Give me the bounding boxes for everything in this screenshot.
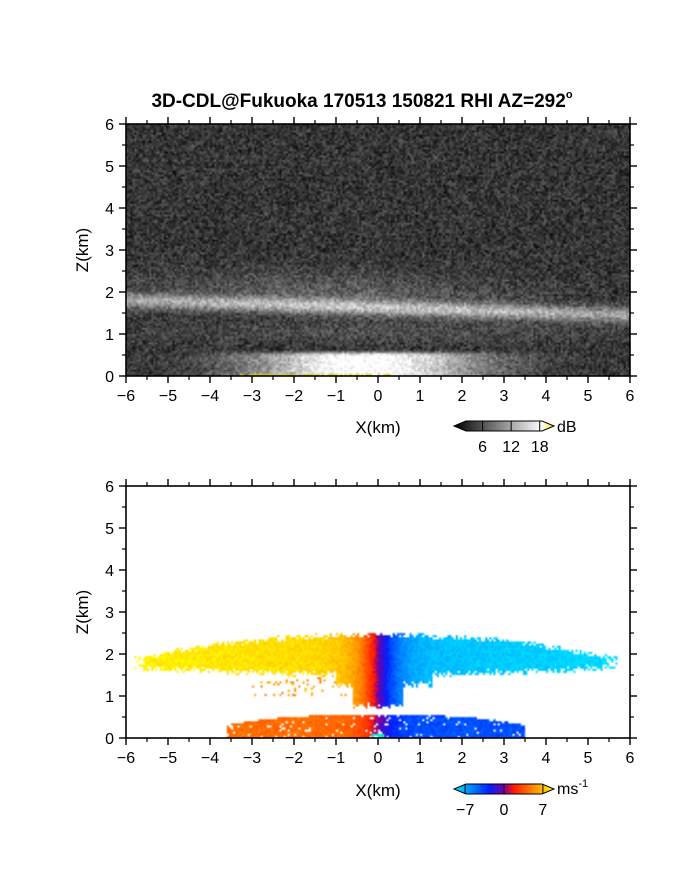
chart-title: 3D-CDL@Fukuoka 170513 150821 RHI AZ=292o [151, 89, 572, 112]
x-tick-label: 1 [416, 750, 425, 767]
y-tick-label: 1 [105, 689, 114, 706]
y-tick-label: 6 [105, 117, 114, 134]
axes-ticks: −6 −5 −4 −3 −2 −1 0 1 2 3 4 5 6 0 1 2 3 4 5 6 [105, 117, 637, 405]
velocity-heatmap [126, 486, 630, 738]
y-axis-label: Z(km) [73, 590, 92, 634]
y-tick-label: 5 [105, 159, 114, 176]
reflectivity-colorbar: 6 12 18 dB [452, 419, 577, 456]
x-tick-label: −1 [327, 750, 345, 767]
title-degree-sign: o [566, 89, 573, 101]
x-tick-label: 4 [542, 388, 551, 405]
x-tick-label: −1 [327, 388, 345, 405]
colorbar-unit: ms-1 [557, 778, 588, 798]
x-tick-label: −4 [201, 750, 219, 767]
colorbar-tick-label: 0 [500, 802, 509, 819]
velocity-panel: −6 −5 −4 −3 −2 −1 0 1 2 3 4 5 6 0 1 2 3 4 5 6 Z(km) X(km) −… [73, 479, 637, 819]
x-tick-label: 2 [458, 750, 467, 767]
axes-ticks: −6 −5 −4 −3 −2 −1 0 1 2 3 4 5 6 0 1 2 3 4 5 6 [105, 479, 637, 767]
x-tick-label: 0 [374, 388, 383, 405]
colorbar-ticks: −7 0 7 [456, 784, 547, 819]
x-axis-label: X(km) [355, 418, 400, 437]
x-tick-label: 3 [500, 750, 509, 767]
x-tick-label: 4 [542, 750, 551, 767]
x-tick-label: 5 [584, 388, 593, 405]
x-tick-label: 2 [458, 388, 467, 405]
y-tick-label: 2 [105, 647, 114, 664]
x-tick-label: 0 [374, 750, 383, 767]
x-tick-label: −6 [117, 388, 135, 405]
colorbar-gradient [452, 420, 556, 432]
x-axis-label: X(km) [355, 781, 400, 800]
colorbar-tick-label: 7 [538, 802, 547, 819]
y-axis-label: Z(km) [73, 228, 92, 272]
colorbar-ticks: 6 12 18 [478, 421, 549, 456]
y-tick-label: 4 [105, 563, 114, 580]
y-tick-label: 0 [105, 731, 114, 748]
reflectivity-heatmap [126, 124, 630, 376]
y-tick-label: 3 [105, 605, 114, 622]
colorbar-tick-label: 18 [531, 439, 549, 456]
x-tick-label: −5 [159, 750, 177, 767]
colorbar-tick-label: 12 [502, 439, 520, 456]
colorbar-tick-label: 6 [478, 439, 487, 456]
x-tick-label: −2 [285, 388, 303, 405]
y-tick-label: 0 [105, 369, 114, 386]
x-tick-label: −3 [243, 388, 261, 405]
y-tick-label: 6 [105, 479, 114, 496]
colorbar-unit: dB [557, 419, 577, 436]
x-tick-label: 3 [500, 388, 509, 405]
y-tick-label: 4 [105, 201, 114, 218]
x-tick-label: 1 [416, 388, 425, 405]
y-tick-label: 1 [105, 327, 114, 344]
y-tick-label: 5 [105, 521, 114, 538]
y-tick-label: 3 [105, 243, 114, 260]
x-tick-label: 6 [626, 388, 635, 405]
colorbar-tick-label: −7 [456, 802, 474, 819]
x-tick-label: −2 [285, 750, 303, 767]
x-tick-label: −4 [201, 388, 219, 405]
x-tick-label: 5 [584, 750, 593, 767]
x-tick-label: −3 [243, 750, 261, 767]
x-tick-label: −5 [159, 388, 177, 405]
velocity-colorbar: −7 0 7 ms-1 [452, 778, 588, 819]
x-tick-label: 6 [626, 750, 635, 767]
x-tick-label: −6 [117, 750, 135, 767]
y-tick-label: 2 [105, 285, 114, 302]
